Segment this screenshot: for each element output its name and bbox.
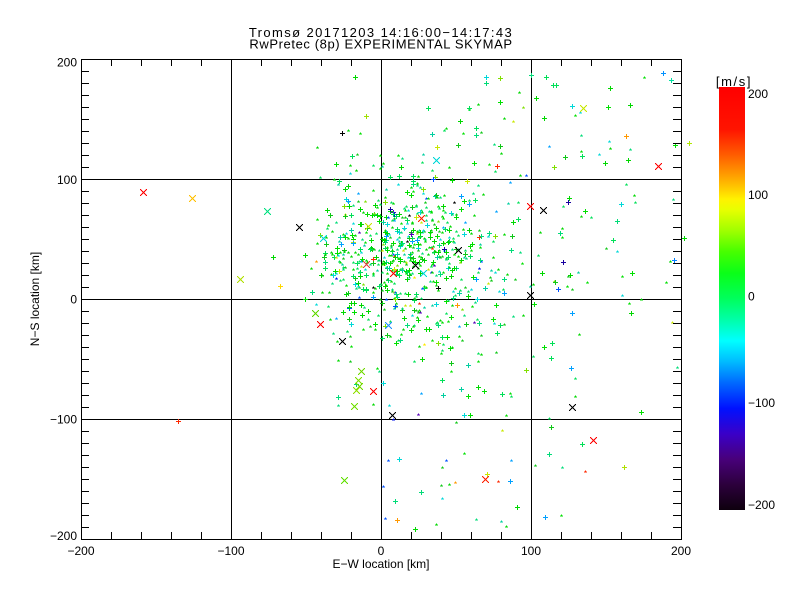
svg-text:[m/s]: [m/s] xyxy=(716,74,752,89)
svg-text:200: 200 xyxy=(671,544,691,558)
svg-text:0: 0 xyxy=(748,290,755,304)
svg-text:−200: −200 xyxy=(748,498,775,512)
svg-text:−100: −100 xyxy=(50,413,77,427)
svg-text:100: 100 xyxy=(57,173,77,187)
svg-text:100: 100 xyxy=(748,188,768,202)
svg-text:−200: −200 xyxy=(50,529,77,543)
svg-text:100: 100 xyxy=(521,544,541,558)
svg-text:−100: −100 xyxy=(748,396,775,410)
svg-text:Tromsø 20171203 14:16:00−14:17: Tromsø 20171203 14:16:00−14:17:43 xyxy=(249,25,513,40)
svg-text:−100: −100 xyxy=(217,544,244,558)
svg-text:E−W location [km]: E−W location [km] xyxy=(332,557,429,571)
svg-text:0: 0 xyxy=(378,544,385,558)
svg-text:200: 200 xyxy=(748,87,768,101)
svg-text:RwPretec (8p) EXPERIMENTAL SKY: RwPretec (8p) EXPERIMENTAL SKYMAP xyxy=(249,37,512,52)
svg-text:0: 0 xyxy=(70,293,77,307)
svg-text:N−S location [km]: N−S location [km] xyxy=(28,252,42,346)
svg-text:200: 200 xyxy=(57,56,77,70)
svg-text:−200: −200 xyxy=(67,544,94,558)
